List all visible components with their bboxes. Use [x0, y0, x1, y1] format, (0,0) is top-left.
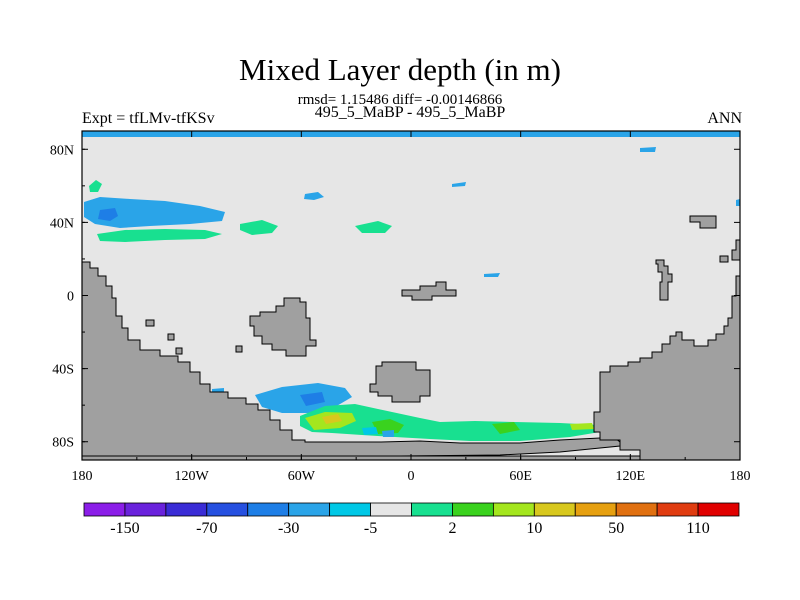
patch-southern-negative-core [300, 392, 325, 406]
colorbar-swatch [124, 502, 167, 517]
colorbar-label: 110 [686, 520, 709, 537]
colorbar-swatch [206, 502, 249, 517]
longitude-ticks: 180 120W 60W 0 60E 120E 180 [72, 131, 751, 484]
south-central-continent [369, 361, 431, 403]
colorbar-swatch [574, 502, 617, 517]
patch-arctic-east [640, 147, 656, 152]
colorbar-label: -150 [110, 520, 139, 537]
pacific-continent [249, 297, 317, 357]
colorbar-swatch [370, 502, 412, 517]
colorbar-swatch [656, 502, 699, 517]
small-island-3 [235, 345, 243, 353]
x-tick-label: 60E [509, 469, 532, 484]
patch-east-edge [736, 199, 740, 206]
colorbar-label: 2 [448, 520, 456, 537]
colorbar-swatch [697, 502, 740, 517]
patch-north-atlantic [452, 182, 466, 187]
y-tick-label: 80S [52, 436, 74, 451]
small-island-1 [145, 319, 155, 327]
equatorial-island [401, 281, 457, 301]
patch-southern-negative-3 [382, 430, 394, 437]
y-tick-label: 80N [50, 143, 74, 158]
latitude-ticks: 80N 40N 0 40S 80S [50, 143, 740, 451]
colorbar-swatch [452, 502, 494, 517]
patch-n-pacific-negative [84, 197, 225, 228]
patch-southern-positive-3 [492, 422, 520, 434]
colorbar-swatch [615, 502, 658, 517]
colorbar-swatch [247, 502, 290, 517]
patch-southern-positive-4 [570, 423, 594, 430]
colorbar-label: 50 [608, 520, 624, 537]
patch-southern-positive-2 [372, 419, 404, 434]
colorbar-swatch [411, 502, 453, 517]
rmsd-diff-stats: rmsd= 1.15486 diff= -0.00146866 [297, 92, 503, 108]
colorbar-label: -30 [278, 520, 299, 537]
colorbar-label: -70 [196, 520, 217, 537]
y-tick-label: 40N [50, 216, 74, 231]
western-continent [81, 261, 621, 457]
plot-title: Mixed Layer depth (in m) [239, 52, 561, 87]
x-tick-label: 0 [408, 469, 415, 484]
y-tick-label: 0 [67, 290, 74, 305]
patch-mid-pacific-positive [240, 220, 278, 235]
eastern-continent [593, 275, 741, 461]
colorbar-swatch [288, 502, 331, 517]
colorbar-swatch [329, 502, 371, 517]
x-tick-label: 120W [175, 469, 210, 484]
colorbar: -150 -70 -30 -5 2 10 50 110 [83, 502, 740, 537]
patch-n-pacific-positive [97, 229, 222, 242]
patch-equatorial [484, 273, 500, 277]
season-label: ANN [707, 110, 742, 127]
narrow-island [655, 259, 673, 301]
experiment-label: Expt = tfLMv-tfKSv [82, 110, 215, 127]
colorbar-swatch [533, 502, 576, 517]
x-tick-label: 120E [616, 469, 646, 484]
case-names: 495_5_MaBP - 495_5_MaBP [314, 104, 506, 121]
colorbar-label: 10 [526, 520, 542, 537]
small-island-2 [167, 333, 175, 341]
y-tick-label: 40S [52, 363, 74, 378]
patch-n-pacific-east [304, 192, 324, 200]
patch-southern-negative-2 [362, 427, 378, 435]
colorbar-swatch [165, 502, 208, 517]
x-tick-label: 60W [288, 469, 316, 484]
x-tick-label: 180 [730, 469, 751, 484]
colorbar-swatch [492, 502, 535, 517]
small-island-4 [175, 347, 183, 355]
colorbar-swatch [83, 502, 126, 517]
patch-n-pacific-core [98, 208, 118, 221]
x-tick-label: 180 [72, 469, 93, 484]
colorbar-label: -5 [364, 520, 377, 537]
patch-southern-peak-positive [322, 414, 342, 424]
northeast-island [689, 215, 717, 229]
small-island-east [719, 255, 729, 263]
patch-mid-ocean-positive [355, 221, 392, 233]
map-panel: 180 120W 60W 0 60E 120E 180 80N 40N 0 40S 80S [50, 130, 751, 484]
patch-n-pacific-small [89, 180, 102, 192]
